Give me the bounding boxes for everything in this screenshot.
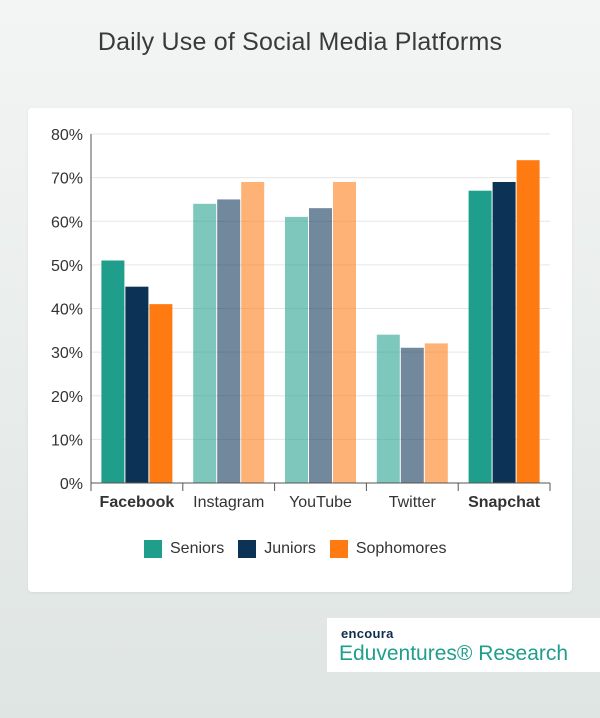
legend-label: Juniors [264, 540, 316, 557]
chart-title: Daily Use of Social Media Platforms [97, 28, 503, 56]
y-tick-label: 0% [60, 476, 83, 493]
y-tick-label: 80% [51, 127, 83, 144]
bar [516, 160, 540, 484]
legend-label: Seniors [170, 540, 225, 557]
legend-swatch [144, 540, 162, 558]
x-axis-categories: Facebook Instagram YouTube Twitter Snapchat [100, 494, 541, 511]
legend-swatch [238, 540, 257, 558]
axes [90, 134, 551, 491]
bar [468, 190, 492, 483]
bar [101, 260, 125, 483]
x-category-label: Twitter [389, 494, 437, 511]
bar [241, 181, 265, 484]
y-tick-label: 40% [51, 302, 83, 319]
x-category-label: YouTube [289, 494, 352, 511]
bar [285, 216, 308, 483]
y-tick-label: 60% [51, 214, 83, 231]
x-category-label: Snapchat [468, 494, 541, 511]
bar [376, 334, 400, 483]
y-tick-label: 10% [51, 432, 83, 449]
brand-logo: encoura Eduventures® Research [327, 618, 600, 672]
y-tick-label: 70% [51, 171, 83, 188]
y-tick-label: 50% [51, 258, 83, 275]
bar [149, 304, 173, 483]
brand-name: encoura [341, 626, 394, 641]
legend-item: Juniors [238, 540, 316, 558]
x-category-label: Instagram [193, 494, 264, 511]
bar [492, 181, 516, 484]
legend-label: Sophomores [355, 540, 447, 557]
y-tick-label: 30% [51, 345, 83, 362]
y-tick-label: 20% [51, 389, 83, 406]
bar-chart: 0% 10% 20% 30% 40% 50% 60% 70% 80% Facebook Insta… [51, 127, 551, 511]
chart-card: 0% 10% 20% 30% 40% 50% 60% 70% 80% Facebook Insta… [28, 108, 572, 592]
bar [125, 286, 149, 483]
legend: Seniors Juniors Sophomores [144, 539, 461, 559]
bars [101, 160, 540, 484]
bar [217, 199, 241, 483]
legend-swatch [329, 540, 348, 558]
y-axis-ticks: 0% 10% 20% 30% 40% 50% 60% 70% 80% [51, 127, 83, 493]
bar [400, 347, 424, 483]
bar [424, 343, 448, 483]
legend-item: Sophomores [329, 540, 447, 558]
bar [333, 181, 356, 484]
bar [309, 208, 332, 483]
legend-item: Seniors [144, 540, 224, 558]
bar [193, 203, 217, 484]
x-category-label: Facebook [100, 494, 175, 511]
brand-subtitle: Eduventures® Research [339, 642, 569, 665]
